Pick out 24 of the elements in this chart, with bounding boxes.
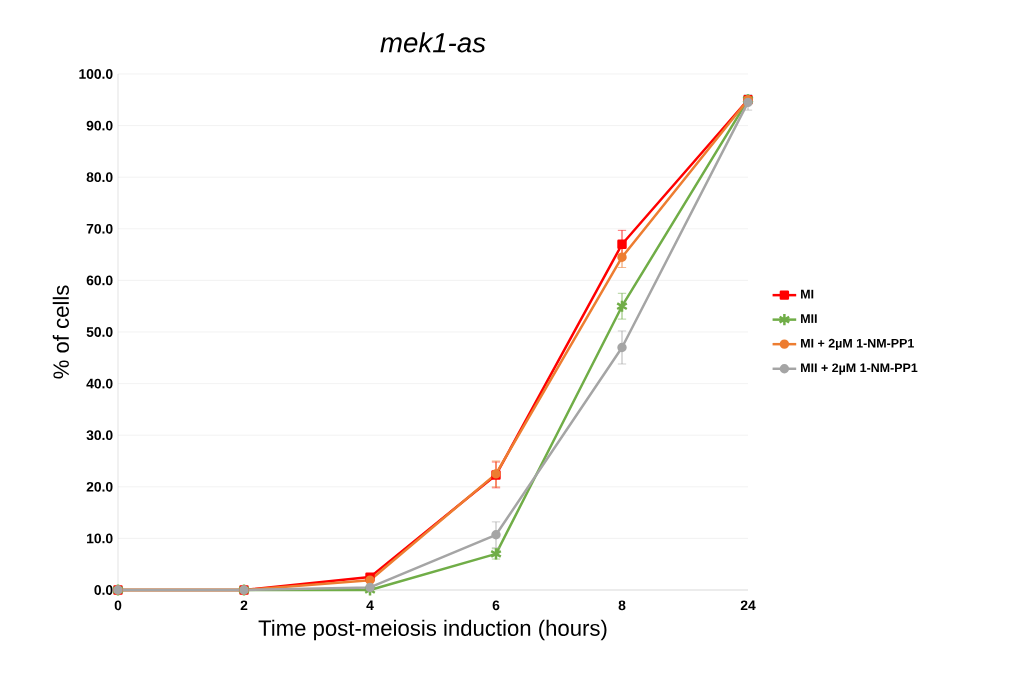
- y-tick-label: 0.0: [94, 585, 113, 595]
- y-tick-label: 10.0: [87, 533, 113, 544]
- x-tick-label: 6: [492, 600, 500, 611]
- chart-title: mek1-as: [380, 32, 486, 53]
- x-tick-label: 2: [240, 600, 248, 611]
- y-tick-label: 100.0: [79, 69, 113, 79]
- legend-label: MI: [801, 289, 814, 299]
- y-tick-label: 50.0: [86, 327, 113, 337]
- y-tick-label: 80.0: [86, 172, 113, 183]
- x-tick-label: 8: [618, 600, 626, 611]
- x-tick-label: 24: [740, 600, 756, 611]
- legend-label: MI + 2µM 1-NM-PP1: [801, 338, 914, 351]
- x-tick-label: 0: [114, 600, 122, 611]
- y-axis-title: % of cells: [52, 285, 69, 379]
- y-tick-label: 40.0: [86, 378, 113, 389]
- y-tick-label: 90.0: [86, 120, 113, 131]
- y-tick-label: 60.0: [86, 275, 113, 286]
- x-axis-title: Time post-meiosis induction (hours): [258, 619, 607, 641]
- legend-label: MII + 2µM 1-NM-PP1: [801, 363, 918, 375]
- y-tick-label: 70.0: [86, 223, 113, 234]
- y-tick-label: 20.0: [86, 481, 113, 492]
- x-tick-label: 4: [366, 600, 374, 610]
- legend-label: MII: [801, 314, 817, 323]
- y-tick-label: 30.0: [86, 430, 113, 441]
